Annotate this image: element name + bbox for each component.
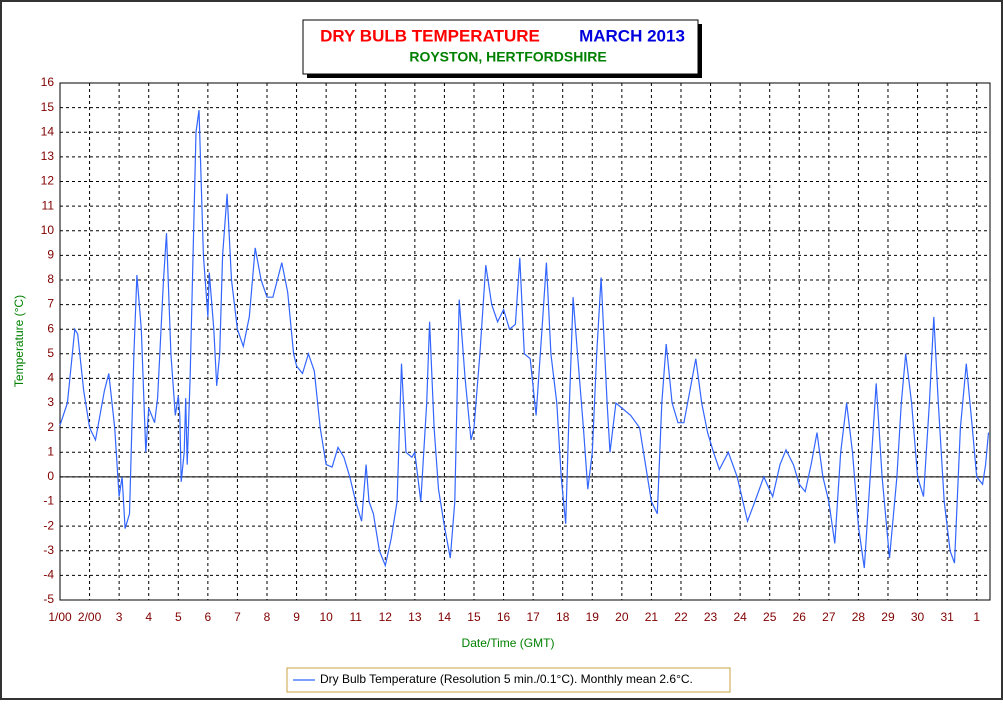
- y-tick-label: -3: [43, 543, 54, 557]
- chart-period: MARCH 2013: [579, 26, 685, 45]
- legend-label: Dry Bulb Temperature (Resolution 5 min./…: [320, 672, 693, 686]
- plot-border: [59, 82, 991, 601]
- x-tick-label: 19: [586, 610, 600, 624]
- x-tick-label: 27: [822, 610, 836, 624]
- y-tick-label: 6: [47, 321, 54, 335]
- y-tick-label: 16: [41, 75, 55, 89]
- x-tick-label: 28: [852, 610, 866, 624]
- title-box: [302, 19, 699, 75]
- plot-area: [60, 83, 990, 600]
- x-tick-label: 22: [674, 610, 688, 624]
- x-tick-label: 20: [615, 610, 629, 624]
- x-tick-label: 12: [379, 610, 393, 624]
- chart-title: DRY BULB TEMPERATURE: [320, 26, 540, 45]
- x-tick-label: 4: [145, 610, 152, 624]
- x-tick-label: 10: [319, 610, 333, 624]
- y-tick-label: 13: [41, 149, 55, 163]
- x-tick-label: 13: [408, 610, 422, 624]
- x-tick-label: 30: [911, 610, 925, 624]
- x-tick-label: 18: [556, 610, 570, 624]
- x-tick-label: 15: [467, 610, 481, 624]
- y-axis-label: Temperature (°C): [12, 295, 26, 387]
- x-tick-label: 21: [645, 610, 659, 624]
- x-tick-label: 2/00: [78, 610, 102, 624]
- temperature-line: [59, 110, 990, 569]
- y-tick-label: 12: [41, 174, 55, 188]
- x-tick-label: 8: [264, 610, 271, 624]
- y-tick-label: 14: [41, 124, 55, 138]
- x-tick-label: 23: [704, 610, 718, 624]
- y-tick-label: -1: [43, 494, 54, 508]
- x-tick-label: 24: [733, 610, 747, 624]
- x-tick-label: 3: [116, 610, 123, 624]
- x-tick-label: 5: [175, 610, 182, 624]
- y-tick-label: 10: [41, 223, 55, 237]
- x-tick-label: 6: [205, 610, 212, 624]
- x-tick-label: 26: [793, 610, 807, 624]
- y-tick-label: 11: [42, 198, 55, 212]
- y-tick-label: -4: [43, 568, 54, 582]
- y-tick-label: 3: [47, 395, 54, 409]
- y-tick-label: 2: [47, 420, 54, 434]
- y-tick-label: 1: [47, 444, 54, 458]
- x-tick-label: 1/00: [48, 610, 72, 624]
- y-tick-label: 8: [47, 272, 54, 286]
- y-tick-label: 9: [47, 248, 54, 262]
- y-tick-label: 15: [41, 100, 55, 114]
- x-tick-label: 25: [763, 610, 777, 624]
- y-tick-label: -2: [43, 518, 54, 532]
- legend-box: [286, 667, 731, 693]
- x-axis-label: Date/Time (GMT): [462, 636, 555, 650]
- y-tick-label: 5: [47, 346, 54, 360]
- x-tick-label: 31: [940, 610, 954, 624]
- x-tick-label: 7: [234, 610, 241, 624]
- y-tick-label: -5: [43, 592, 54, 606]
- x-tick-label: 16: [497, 610, 511, 624]
- x-tick-label: 29: [881, 610, 895, 624]
- x-tick-label: 1: [973, 610, 980, 624]
- y-tick-label: 0: [47, 469, 54, 483]
- x-tick-label: 17: [526, 610, 540, 624]
- y-tick-label: 4: [47, 371, 54, 385]
- x-tick-label: 9: [293, 610, 300, 624]
- x-tick-label: 11: [349, 610, 362, 624]
- chart-subtitle: ROYSTON, HERTFORDSHIRE: [409, 49, 606, 65]
- y-tick-label: 7: [47, 297, 54, 311]
- x-tick-label: 14: [438, 610, 452, 624]
